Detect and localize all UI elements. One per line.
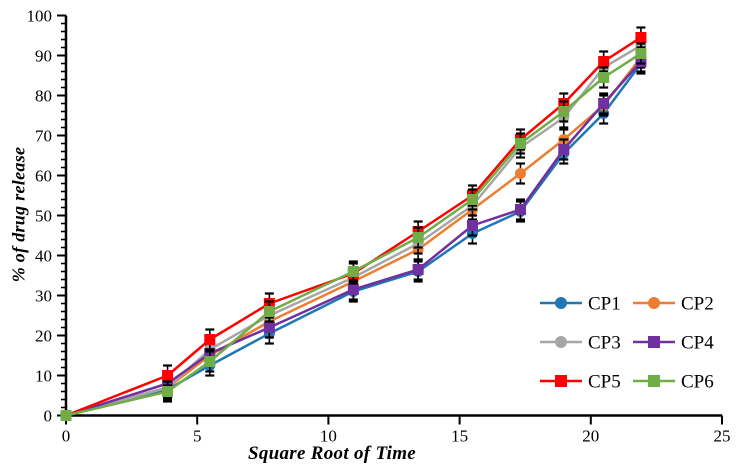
marker-CP5 (635, 32, 647, 43)
series-CP3 (60, 34, 647, 421)
marker-CP5 (162, 370, 174, 381)
legend-marker-CP4 (648, 336, 660, 348)
legend-item-CP5: CP5 (540, 372, 621, 393)
legend-marker-CP5 (555, 375, 567, 387)
legend-label-CP2: CP2 (681, 294, 714, 315)
marker-CP4 (598, 98, 610, 109)
series-CP5 (60, 26, 647, 421)
series-line-CP3 (65, 44, 642, 417)
marker-CP6 (514, 138, 526, 149)
marker-CP6 (598, 72, 610, 83)
marker-CP6 (347, 266, 359, 277)
y-tick-label: 30 (35, 286, 52, 305)
y-tick-label: 60 (35, 166, 52, 185)
axes: 0 10 20 30 40 50 60 70 80 90 100 0 5 10 15 20 25 (27, 6, 731, 445)
marker-CP4 (514, 204, 526, 215)
series-line-CP6 (65, 52, 642, 417)
marker-CP4 (412, 264, 424, 275)
marker-CP6 (466, 194, 478, 205)
y-tick-label: 10 (35, 366, 52, 385)
legend-label-CP5: CP5 (588, 372, 621, 393)
marker-CP2 (514, 168, 526, 179)
marker-CP6 (60, 410, 72, 421)
legend-item-CP3: CP3 (540, 333, 621, 354)
y-axis-title: % of drug release (8, 146, 29, 283)
marker-CP4 (263, 322, 275, 333)
legend-marker-CP6 (648, 375, 660, 387)
x-tick-label: 15 (451, 427, 468, 446)
marker-CP5 (598, 56, 610, 67)
legend-label-CP1: CP1 (588, 294, 621, 315)
y-tick-label: 70 (35, 126, 52, 145)
series-line-CP5 (65, 36, 642, 417)
marker-CP6 (263, 306, 275, 317)
marker-CP4 (466, 220, 478, 231)
marker-CP6 (412, 232, 424, 243)
legend-label-CP6: CP6 (681, 372, 714, 393)
y-tick-label: 50 (35, 206, 52, 225)
marker-CP6 (204, 356, 216, 367)
series-line-CP4 (65, 60, 642, 417)
series-line-CP1 (65, 62, 642, 417)
x-tick-label: 25 (714, 427, 731, 446)
legend-label-CP4: CP4 (681, 333, 714, 354)
legend-marker-CP2 (648, 297, 660, 309)
legend-marker-CP3 (555, 336, 567, 348)
legend-marker-CP1 (555, 297, 567, 309)
legend-item-CP6: CP6 (633, 372, 714, 393)
legend-label-CP3: CP3 (588, 333, 621, 354)
legend-item-CP2: CP2 (633, 294, 714, 315)
y-tick-label: 100 (27, 6, 53, 25)
y-tick-label: 80 (35, 86, 52, 105)
y-tick-label: 20 (35, 326, 52, 345)
series-CP6 (60, 42, 647, 421)
x-tick-label: 5 (193, 427, 202, 446)
x-tick-label: 10 (320, 427, 337, 446)
marker-CP5 (204, 334, 216, 345)
y-tick-label: 90 (35, 46, 52, 65)
x-tick-label: 20 (582, 427, 599, 446)
legend: CP1 CP2 CP3 CP4 CP5 CP6 (540, 294, 714, 393)
y-tick-label: 40 (35, 246, 52, 265)
y-tick-label: 0 (44, 406, 53, 425)
marker-CP4 (347, 284, 359, 295)
x-axis-title: Square Root of Time (247, 443, 417, 464)
legend-item-CP1: CP1 (540, 294, 621, 315)
marker-CP6 (558, 106, 570, 117)
marker-CP6 (635, 48, 647, 59)
marker-CP6 (162, 386, 174, 397)
x-tick-label: 0 (62, 427, 71, 446)
marker-CP4 (558, 144, 570, 155)
legend-item-CP4: CP4 (633, 333, 714, 354)
